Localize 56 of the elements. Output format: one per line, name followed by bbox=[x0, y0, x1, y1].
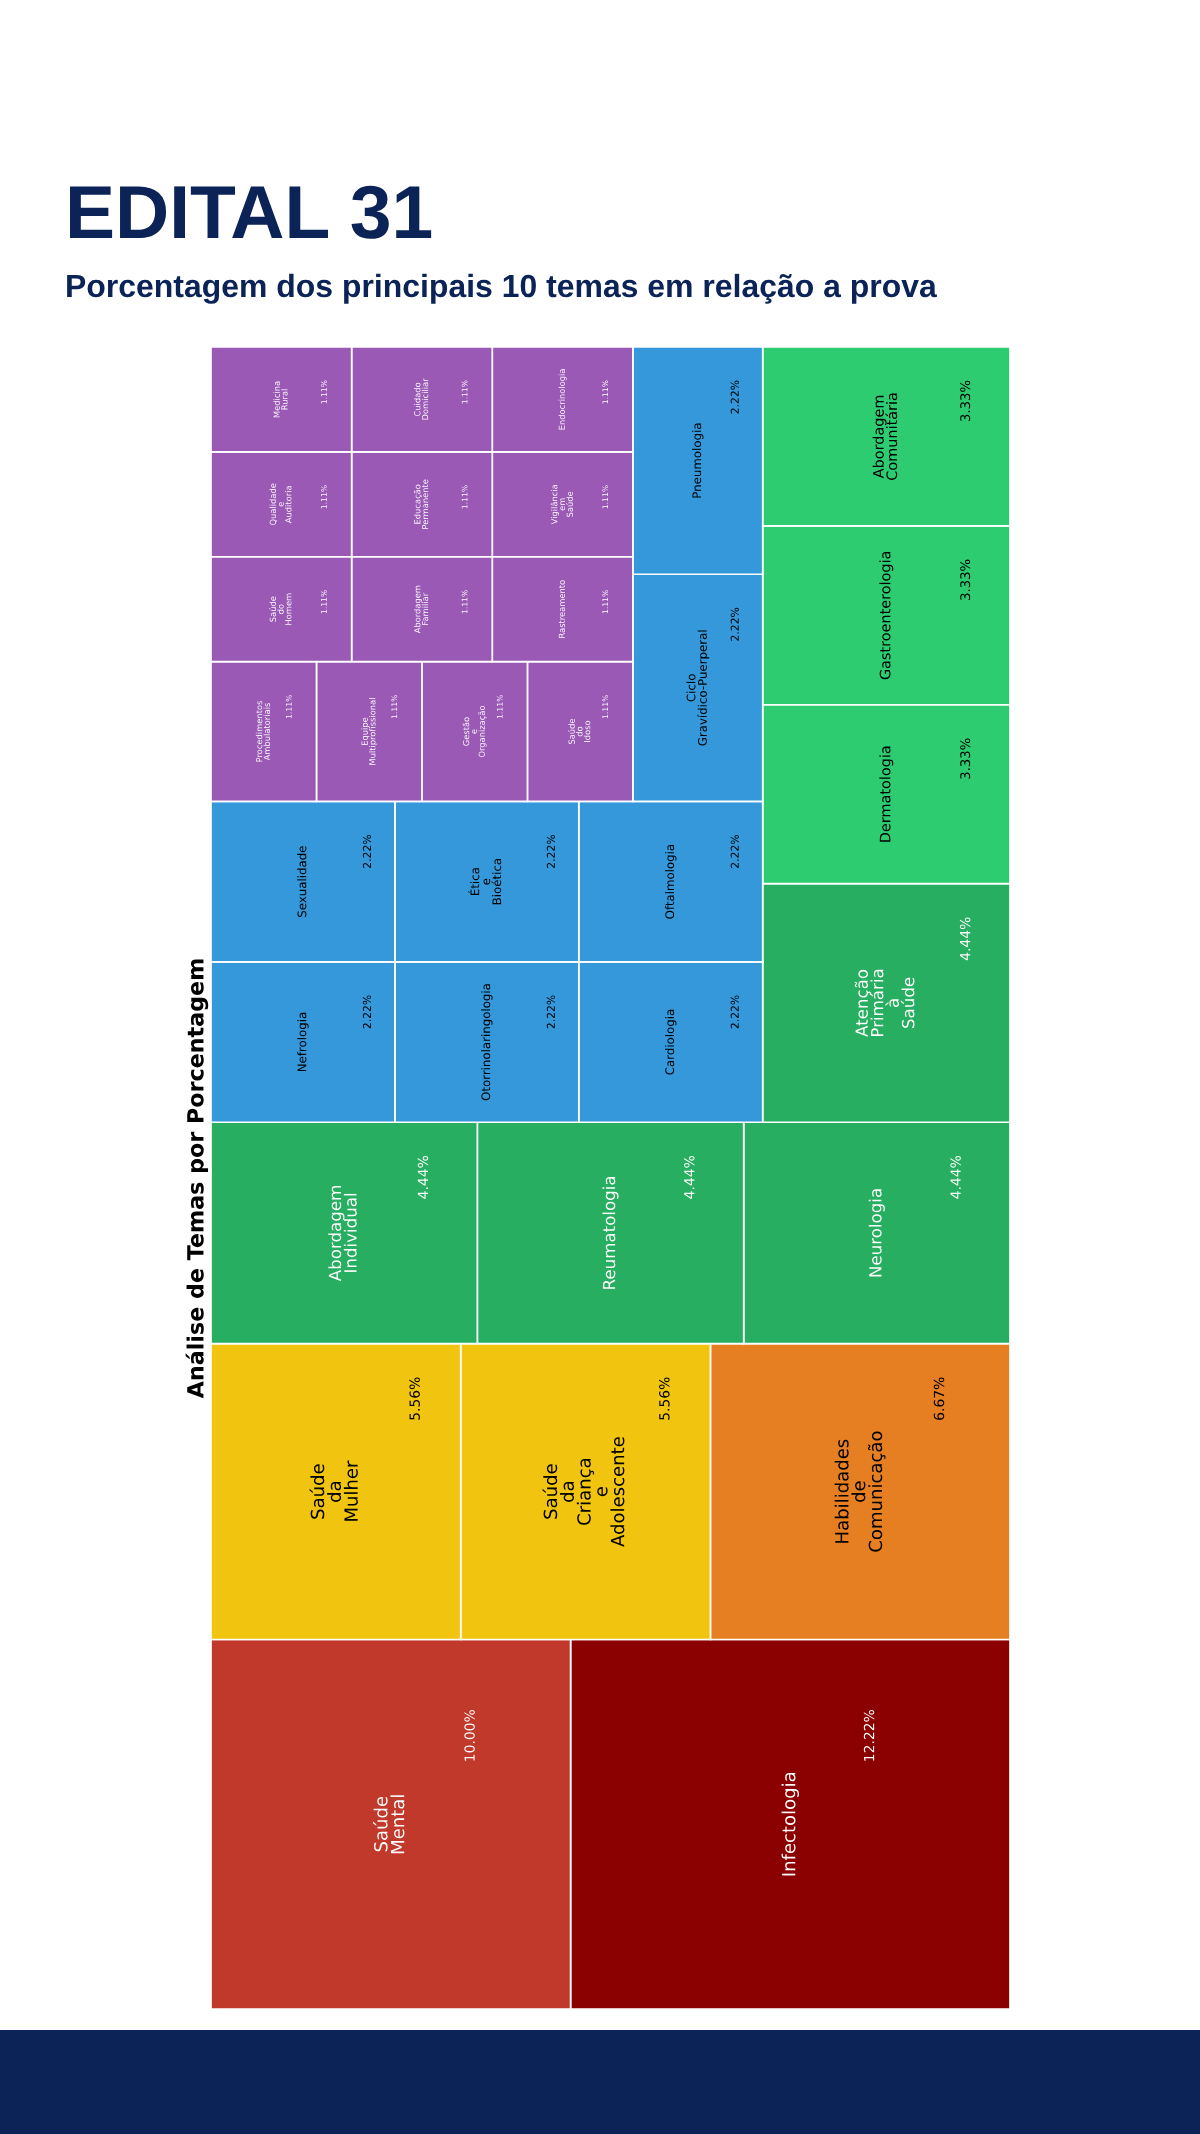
category-label: Atenção Primária à Saúde bbox=[854, 969, 915, 1037]
category-label: Nefrologia bbox=[297, 1012, 309, 1072]
category-label: Abordagem Comunitária bbox=[872, 393, 898, 480]
data-label: 5.56% bbox=[659, 1377, 670, 1420]
data-label: 2.22% bbox=[730, 835, 739, 868]
category-label: Equipe Multiprofissional bbox=[361, 698, 378, 765]
text: Análise de Temas por Porcentagem bbox=[185, 959, 209, 1399]
data-label: 2.22% bbox=[730, 380, 739, 414]
data-label: 2.22% bbox=[546, 835, 555, 868]
category-label: Reumatologia bbox=[602, 1176, 619, 1289]
category-label: Gastroenterologia bbox=[879, 551, 894, 680]
data-label: 6.67% bbox=[933, 1377, 945, 1420]
category-label: Endocrinologia bbox=[558, 369, 567, 430]
category-label: Otorrinolaringologia bbox=[481, 984, 493, 1101]
data-label: 4.44% bbox=[417, 1155, 429, 1199]
category-label: Saúde da Mulher bbox=[309, 1460, 358, 1521]
data-label: 2.22% bbox=[730, 995, 739, 1029]
category-label: Ciclo Gravídico-Puerperal bbox=[686, 630, 710, 746]
category-label: Pneumologia bbox=[692, 423, 704, 498]
data-label: 2.22% bbox=[730, 607, 739, 641]
category-label: Saúde da Criança e Adolescente bbox=[542, 1437, 625, 1547]
category-label: Vigilância em Saúde bbox=[550, 484, 573, 525]
category-label: Procedimentos Ambulatoriais bbox=[255, 701, 271, 762]
category-label: Abordagem Familiar bbox=[414, 585, 429, 634]
category-label: Saúde do Idoso bbox=[568, 718, 591, 745]
data-label: 10.00% bbox=[464, 1710, 475, 1761]
category-label: Sexualidade bbox=[297, 846, 307, 917]
category-label: Saúde do Homem bbox=[269, 593, 292, 625]
category-label: Dermatologia bbox=[879, 746, 894, 842]
data-label: 12.22% bbox=[863, 1710, 875, 1761]
data-label: 4.44% bbox=[684, 1155, 695, 1199]
text: EDITAL 31 bbox=[70, 185, 432, 239]
category-label: Saúde Mental bbox=[372, 1795, 405, 1854]
category-label: Oftalmologia bbox=[665, 844, 677, 919]
data-label: 5.56% bbox=[409, 1377, 420, 1420]
data-label: 2.22% bbox=[546, 995, 555, 1029]
category-label: Cardiologia bbox=[665, 1009, 677, 1075]
category-label: Cuidado Domiciliar bbox=[414, 378, 429, 420]
data-label: 2.22% bbox=[362, 835, 372, 868]
category-label: Medicina Rural bbox=[273, 381, 288, 418]
text: Porcentagem dos principais 10 temas em relação a prova bbox=[67, 273, 937, 304]
category-label: Ética e Bioética bbox=[468, 858, 502, 905]
category-label: Rastreamento bbox=[558, 580, 565, 638]
data-label: 4.44% bbox=[950, 1155, 961, 1199]
data-label: 3.33% bbox=[960, 559, 971, 600]
data-label: 2.22% bbox=[362, 995, 372, 1029]
category-label: Qualidade e Auditoria bbox=[269, 483, 292, 526]
category-label: Abordagem Individual bbox=[328, 1186, 357, 1282]
data-label: 4.44% bbox=[959, 917, 971, 961]
category-label: Infectologia bbox=[781, 1772, 800, 1876]
category-label: Neurologia bbox=[868, 1189, 885, 1277]
category-label: Habilidades de Comunicação bbox=[834, 1431, 886, 1552]
data-label: 3.33% bbox=[960, 738, 971, 779]
category-label: Gestão e Organização bbox=[462, 705, 487, 758]
data-label: 3.33% bbox=[960, 380, 971, 422]
category-label: Educação Permanente bbox=[413, 479, 429, 529]
